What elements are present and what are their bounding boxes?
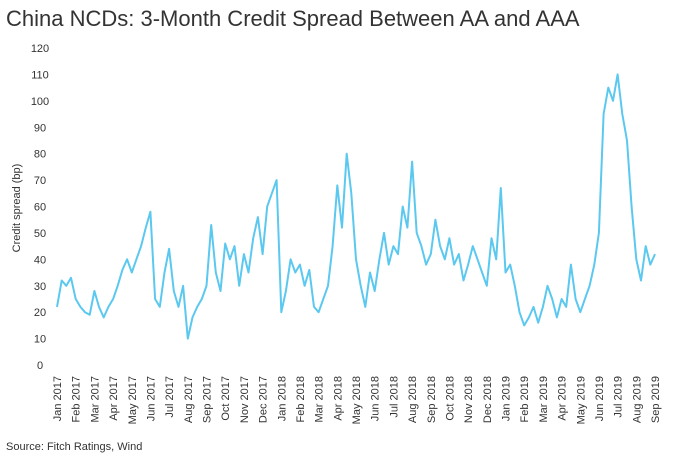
x-tick-label: May 2019 xyxy=(575,376,587,424)
x-tick-label: Apr 2017 xyxy=(108,376,120,421)
y-tick-label: 50 xyxy=(34,228,46,240)
source: Source: Fitch Ratings, Wind xyxy=(6,441,142,453)
x-tick-label: Jun 2019 xyxy=(594,376,606,421)
x-tick-label: Sep 2018 xyxy=(426,376,438,423)
y-tick-label: 90 xyxy=(34,122,46,134)
line xyxy=(56,73,656,340)
y-tick-label: 20 xyxy=(34,307,46,319)
x-tick-label: Jul 2018 xyxy=(388,376,400,418)
x-tick-label: Oct 2018 xyxy=(444,376,456,421)
y-tick-label: 80 xyxy=(34,149,46,161)
x-tick-label: Feb 2019 xyxy=(519,376,531,422)
x-tick-label: Mar 2017 xyxy=(89,376,101,422)
y-tick-label: 10 xyxy=(34,334,46,346)
x-tick-label: Sep 2017 xyxy=(202,376,214,423)
x-tick-label: Nov 2018 xyxy=(463,376,475,423)
x-tick-label: Oct 2017 xyxy=(220,376,232,421)
y-tick-label: 70 xyxy=(34,175,46,187)
y-tick-label: 60 xyxy=(34,202,46,214)
x-tick-label: Mar 2019 xyxy=(538,376,550,422)
y-tick-label: 100 xyxy=(31,96,49,108)
x-tick-label: Feb 2017 xyxy=(71,376,83,422)
x-tick-label: May 2017 xyxy=(127,376,139,424)
x-tick-label: Apr 2019 xyxy=(557,376,569,421)
x-tick-label: Jun 2017 xyxy=(145,376,157,421)
y-tick-label: 30 xyxy=(34,281,46,293)
x-tick-label: May 2018 xyxy=(351,376,363,424)
y-tick-label: 0 xyxy=(37,360,43,372)
chart-title: China NCDs: 3-Month Credit Spread Betwee… xyxy=(6,6,580,31)
x-tick-label: Apr 2018 xyxy=(332,376,344,421)
x-tick-label: Dec 2018 xyxy=(482,376,494,423)
y-tick-label: 40 xyxy=(34,254,46,266)
y-tick-label: 110 xyxy=(31,69,49,81)
x-tick-label: Jan 2017 xyxy=(52,376,64,421)
x-tick-label: Aug 2018 xyxy=(407,376,419,423)
y-tick-label: 120 xyxy=(31,43,49,55)
x-tick-label: Feb 2018 xyxy=(295,376,307,422)
x-tick-label: Aug 2017 xyxy=(183,376,195,423)
y-axis-label: Credit spread (bp) xyxy=(11,164,23,253)
x-tick-label: Jul 2017 xyxy=(164,376,176,418)
x-tick-label: Jun 2018 xyxy=(370,376,382,421)
x-tick-label: Jan 2019 xyxy=(501,376,513,421)
x-tick-label: Jul 2019 xyxy=(613,376,625,418)
x-tick-label: Nov 2017 xyxy=(239,376,251,423)
x-tick-label: Aug 2019 xyxy=(631,376,643,423)
x-tick-label: Sep 2019 xyxy=(650,376,662,423)
x-tick-label: Jan 2018 xyxy=(276,376,288,421)
x-tick-label: Mar 2018 xyxy=(314,376,326,422)
x-tick-label: Dec 2017 xyxy=(258,376,270,423)
